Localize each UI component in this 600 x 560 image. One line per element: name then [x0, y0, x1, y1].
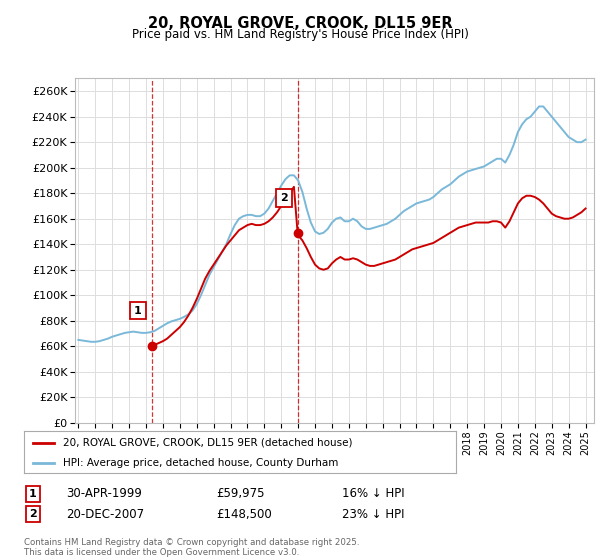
- Text: Price paid vs. HM Land Registry's House Price Index (HPI): Price paid vs. HM Land Registry's House …: [131, 28, 469, 41]
- Text: 1: 1: [134, 306, 142, 316]
- Text: £59,975: £59,975: [216, 487, 265, 501]
- Text: HPI: Average price, detached house, County Durham: HPI: Average price, detached house, Coun…: [63, 458, 338, 468]
- Text: £148,500: £148,500: [216, 507, 272, 521]
- Text: 20, ROYAL GROVE, CROOK, DL15 9ER: 20, ROYAL GROVE, CROOK, DL15 9ER: [148, 16, 452, 31]
- Text: 2: 2: [280, 193, 288, 203]
- Text: 1: 1: [29, 489, 37, 499]
- Text: 20-DEC-2007: 20-DEC-2007: [66, 507, 144, 521]
- Text: Contains HM Land Registry data © Crown copyright and database right 2025.
This d: Contains HM Land Registry data © Crown c…: [24, 538, 359, 557]
- Text: 20, ROYAL GROVE, CROOK, DL15 9ER (detached house): 20, ROYAL GROVE, CROOK, DL15 9ER (detach…: [63, 438, 352, 448]
- Text: 30-APR-1999: 30-APR-1999: [66, 487, 142, 501]
- Text: 23% ↓ HPI: 23% ↓ HPI: [342, 507, 404, 521]
- Text: 16% ↓ HPI: 16% ↓ HPI: [342, 487, 404, 501]
- Text: 2: 2: [29, 509, 37, 519]
